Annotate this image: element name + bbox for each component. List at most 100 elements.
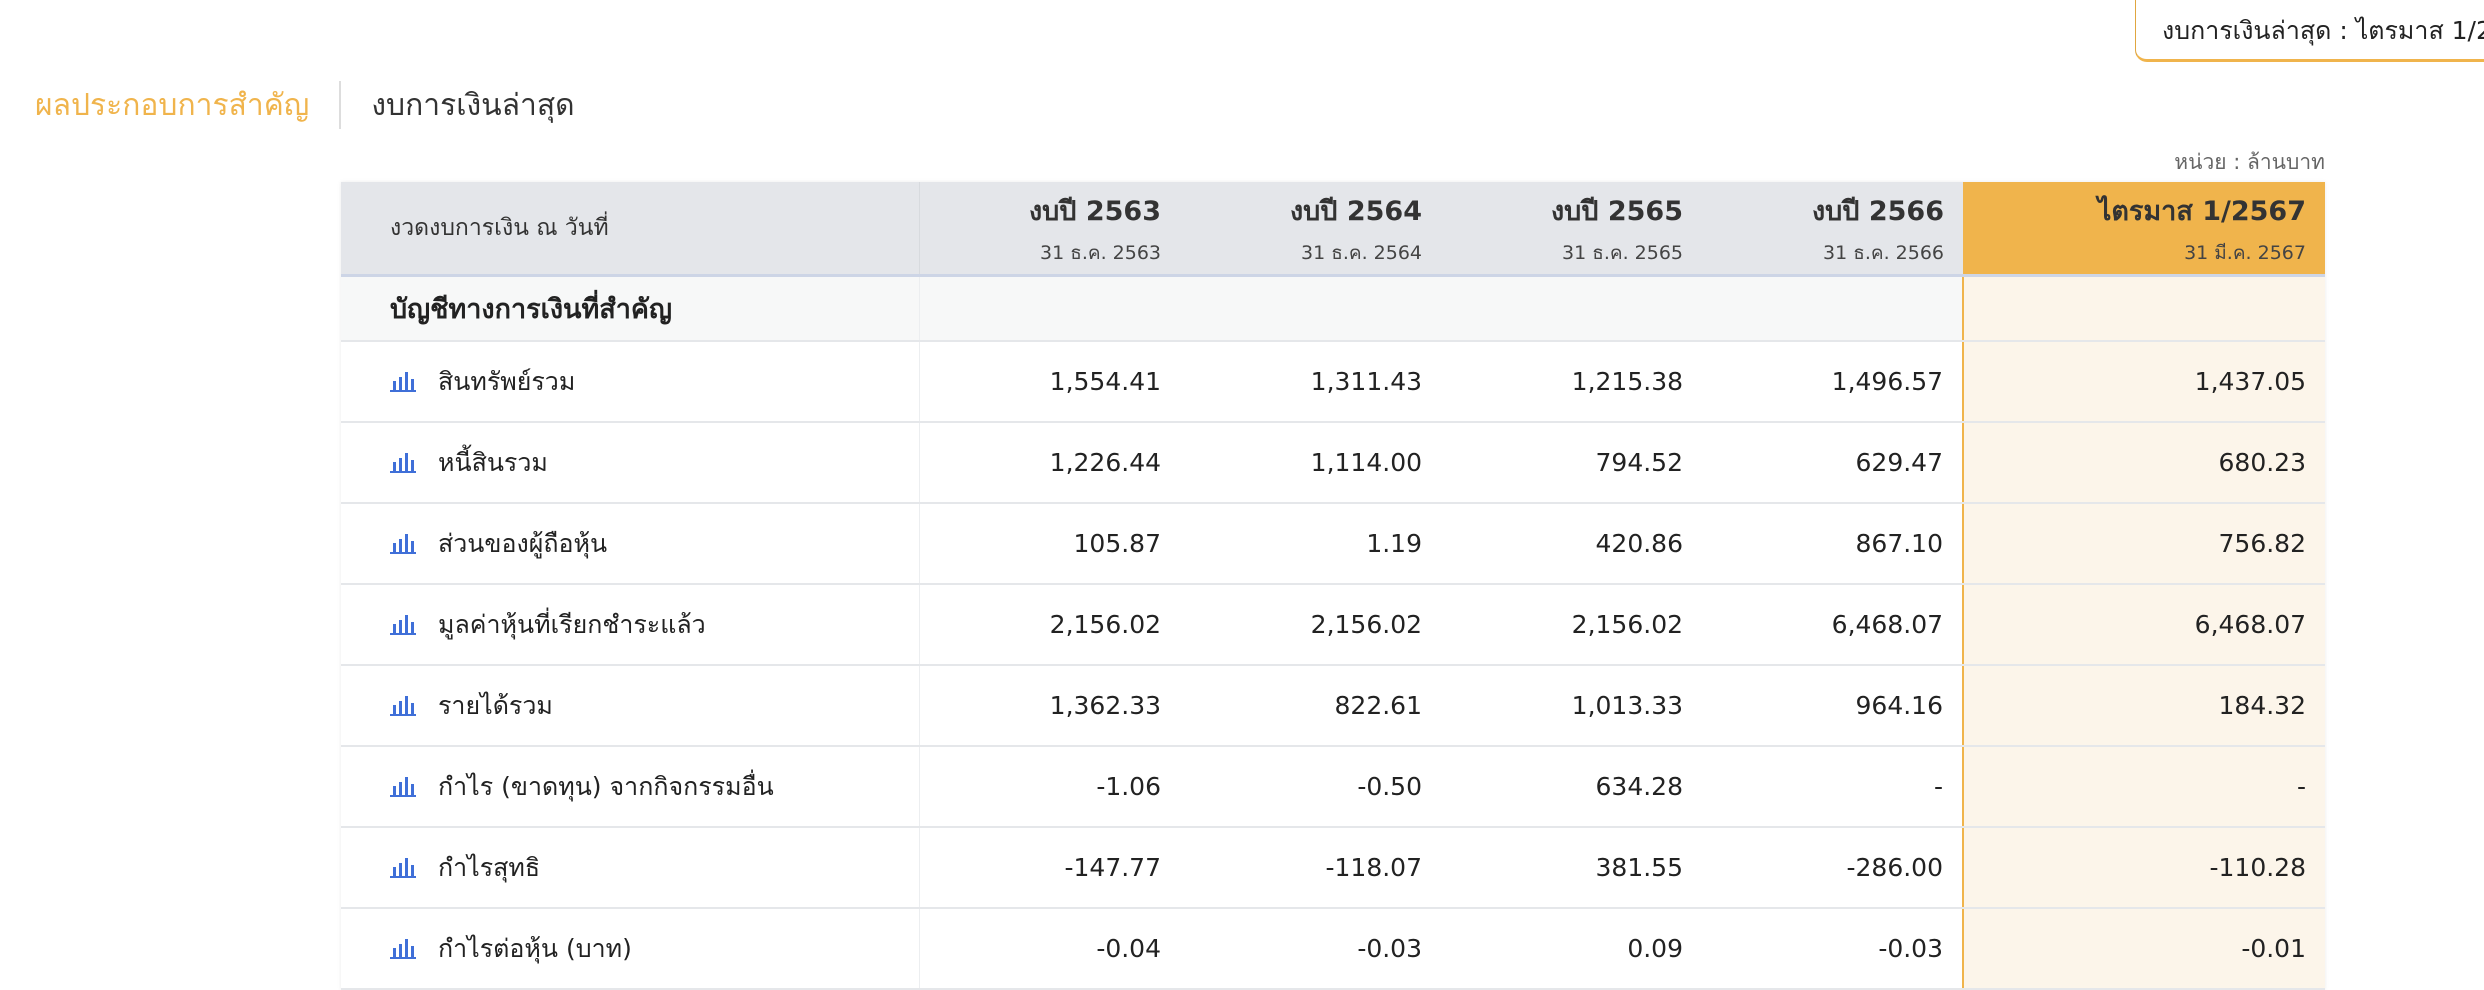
- bar-chart-icon[interactable]: [390, 532, 416, 554]
- value-cell: 420.86: [1441, 503, 1702, 585]
- empty-cell: [919, 275, 1180, 342]
- table-row: สินทรัพย์รวม 1,554.41 1,311.43 1,215.38 1,49…: [341, 341, 2325, 423]
- value-cell: 1,554.41: [919, 341, 1180, 423]
- row-label: กำไร (ขาดทุน) จากกิจกรรมอื่น: [438, 771, 774, 801]
- header-col: งบปี 2564 31 ธ.ค. 2564: [1180, 182, 1441, 277]
- tab-latest-financials[interactable]: งบการเงินล่าสุด: [371, 87, 575, 123]
- row-label-cell: ส่วนของผู้ถือหุ้น: [341, 503, 920, 585]
- bar-chart-icon[interactable]: [390, 451, 416, 473]
- value-cell: 1,013.33: [1441, 665, 1702, 747]
- value-cell: 867.10: [1702, 503, 1963, 585]
- value-cell: 1,215.38: [1441, 341, 1702, 423]
- row-label: กำไรสุทธิ: [438, 852, 541, 882]
- value-cell: 1,437.05: [1962, 341, 2325, 423]
- value-cell: 105.87: [919, 503, 1180, 585]
- value-cell: -118.07: [1180, 827, 1441, 909]
- section-tabs: ผลประกอบการสำคัญ งบการเงินล่าสุด: [35, 80, 575, 130]
- header-title: งบปี 2566: [1811, 195, 1944, 227]
- value-cell: -0.03: [1702, 908, 1963, 990]
- value-cell: -0.03: [1180, 908, 1441, 990]
- header-col: งบปี 2566 31 ธ.ค. 2566: [1702, 182, 1963, 277]
- bar-chart-icon[interactable]: [390, 694, 416, 716]
- value-cell: -110.28: [1962, 827, 2325, 909]
- bar-chart-icon[interactable]: [390, 856, 416, 878]
- header-title: งบปี 2564: [1289, 195, 1422, 227]
- bar-chart-icon[interactable]: [390, 370, 416, 392]
- header-period-label: งวดงบการเงิน ณ วันที่: [341, 182, 920, 277]
- value-cell: -0.04: [919, 908, 1180, 990]
- row-label-cell: มูลค่าหุ้นที่เรียกชำระแล้ว: [341, 584, 920, 666]
- value-cell: 184.32: [1962, 665, 2325, 747]
- value-cell: 1,496.57: [1702, 341, 1963, 423]
- row-label: สินทรัพย์รวม: [438, 366, 576, 396]
- value-cell: 680.23: [1962, 422, 2325, 504]
- value-cell: 1,311.43: [1180, 341, 1441, 423]
- row-label: กำไรต่อหุ้น (บาท): [438, 933, 632, 963]
- table-row: หนี้สินรวม 1,226.44 1,114.00 794.52 629.47 68…: [341, 422, 2325, 504]
- value-cell: -: [1962, 746, 2325, 828]
- value-cell: -0.01: [1962, 908, 2325, 990]
- bar-chart-icon[interactable]: [390, 613, 416, 635]
- section-row: บัญชีทางการเงินที่สำคัญ: [341, 275, 2325, 342]
- header-date: 31 มี.ค. 2567: [2184, 241, 2306, 264]
- bar-chart-icon[interactable]: [390, 937, 416, 959]
- header-date: 31 ธ.ค. 2564: [1301, 241, 1422, 264]
- table-row: ส่วนของผู้ถือหุ้น 105.87 1.19 420.86 867.10 7…: [341, 503, 2325, 585]
- table-header-row: งวดงบการเงิน ณ วันที่ งบปี 2563 31 ธ.ค. 2…: [341, 182, 2325, 277]
- empty-cell: [1441, 275, 1702, 342]
- table-row: กำไรต่อหุ้น (บาท) -0.04 -0.03 0.09 -0.03 -0.0…: [341, 908, 2325, 990]
- value-cell: 2,156.02: [1441, 584, 1702, 666]
- row-label-cell: รายได้รวม: [341, 665, 920, 747]
- header-title: ไตรมาส 1/2567: [2097, 195, 2306, 227]
- empty-cell: [1962, 275, 2325, 342]
- value-cell: 1,114.00: [1180, 422, 1441, 504]
- tab-key-results[interactable]: ผลประกอบการสำคัญ: [35, 87, 310, 123]
- latest-financials-tab[interactable]: งบการเงินล่าสุด : ไตรมาส 1/2: [2135, 0, 2484, 62]
- empty-cell: [1702, 275, 1963, 342]
- value-cell: 756.82: [1962, 503, 2325, 585]
- value-cell: -: [1702, 746, 1963, 828]
- row-label-cell: สินทรัพย์รวม: [341, 341, 920, 423]
- value-cell: 6,468.07: [1962, 584, 2325, 666]
- value-cell: 2,156.02: [919, 584, 1180, 666]
- row-label: หนี้สินรวม: [438, 447, 548, 477]
- value-cell: -0.50: [1180, 746, 1441, 828]
- value-cell: 794.52: [1441, 422, 1702, 504]
- bar-chart-icon[interactable]: [390, 775, 416, 797]
- value-cell: 822.61: [1180, 665, 1441, 747]
- table-row: กำไร (ขาดทุน) จากกิจกรรมอื่น -1.06 -0.50 63…: [341, 746, 2325, 828]
- row-label-cell: กำไร (ขาดทุน) จากกิจกรรมอื่น: [341, 746, 920, 828]
- row-label: ส่วนของผู้ถือหุ้น: [438, 528, 608, 558]
- value-cell: 1.19: [1180, 503, 1441, 585]
- row-label: รายได้รวม: [438, 690, 553, 720]
- table-row: มูลค่าหุ้นที่เรียกชำระแล้ว 2,156.02 2,156.…: [341, 584, 2325, 666]
- unit-label: หน่วย : ล้านบาท: [2174, 150, 2325, 174]
- header-title: งบปี 2565: [1550, 195, 1683, 227]
- empty-cell: [1180, 275, 1441, 342]
- value-cell: 964.16: [1702, 665, 1963, 747]
- header-date: 31 ธ.ค. 2563: [1040, 241, 1161, 264]
- header-date: 31 ธ.ค. 2565: [1562, 241, 1683, 264]
- value-cell: 6,468.07: [1702, 584, 1963, 666]
- row-label-cell: หนี้สินรวม: [341, 422, 920, 504]
- value-cell: 381.55: [1441, 827, 1702, 909]
- value-cell: -286.00: [1702, 827, 1963, 909]
- value-cell: -1.06: [919, 746, 1180, 828]
- header-col: งบปี 2563 31 ธ.ค. 2563: [919, 182, 1180, 277]
- header-col-highlight: ไตรมาส 1/2567 31 มี.ค. 2567: [1963, 182, 2325, 277]
- value-cell: 1,226.44: [919, 422, 1180, 504]
- tab-divider: [339, 81, 342, 129]
- value-cell: 2,156.02: [1180, 584, 1441, 666]
- table-row: กำไรสุทธิ -147.77 -118.07 381.55 -286.00 -110…: [341, 827, 2325, 909]
- header-title: งบปี 2563: [1028, 195, 1161, 227]
- value-cell: 0.09: [1441, 908, 1702, 990]
- row-label-cell: กำไรสุทธิ: [341, 827, 920, 909]
- row-label-cell: กำไรต่อหุ้น (บาท): [341, 908, 920, 990]
- row-label: มูลค่าหุ้นที่เรียกชำระแล้ว: [438, 609, 706, 639]
- header-col: งบปี 2565 31 ธ.ค. 2565: [1441, 182, 1702, 277]
- value-cell: 1,362.33: [919, 665, 1180, 747]
- value-cell: -147.77: [919, 827, 1180, 909]
- financial-table: งวดงบการเงิน ณ วันที่ งบปี 2563 31 ธ.ค. 2…: [341, 182, 2325, 990]
- value-cell: 629.47: [1702, 422, 1963, 504]
- table-row: รายได้รวม 1,362.33 822.61 1,013.33 964.16 184…: [341, 665, 2325, 747]
